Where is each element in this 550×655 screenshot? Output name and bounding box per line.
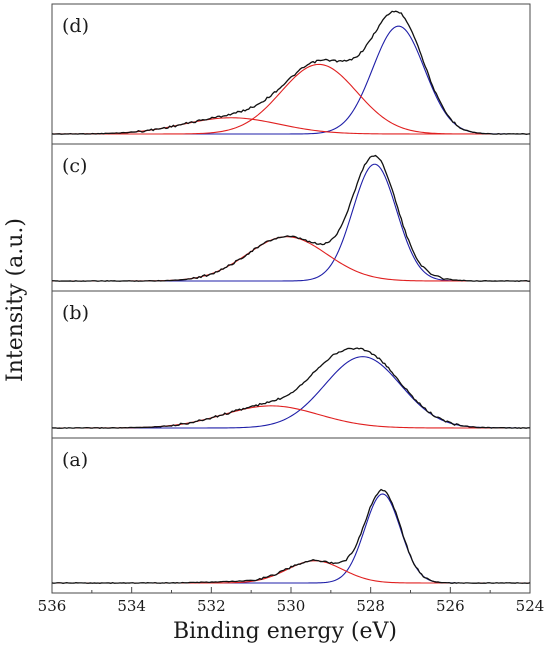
panel-label: (b) (62, 302, 89, 324)
y-axis-title: Intensity (a.u.) (3, 218, 28, 382)
fit-curve-fit_peak_1 (52, 493, 530, 584)
x-tick-label: 536 (38, 597, 67, 615)
x-tick-label: 532 (197, 597, 226, 615)
fit-curve-fit_peak_1 (52, 163, 530, 282)
panel-frame (51, 143, 531, 292)
x-tick-label: 526 (436, 597, 465, 615)
x-tick-label: 524 (516, 597, 545, 615)
panel-label: (c) (62, 155, 87, 177)
fit-curve-fit_peak_2 (52, 560, 530, 584)
x-tick-label: 534 (117, 597, 146, 615)
x-axis: 536 534 532 530 528 526 524 (38, 587, 545, 615)
x-tick-label: 530 (277, 597, 306, 615)
measured-spectrum (51, 488, 531, 584)
x-tick-label: 528 (356, 597, 385, 615)
panel-frame (51, 3, 531, 145)
fit-curve-fit_peak_1 (52, 25, 530, 135)
panel-a: (a) (51, 437, 531, 594)
panel-d: (d) (51, 3, 531, 145)
fit-curve-fit_peak_2 (52, 236, 530, 282)
panels-layer: (d) (c) (b) (a) (51, 3, 531, 594)
measured-spectrum (51, 10, 531, 135)
measured-spectrum (51, 154, 531, 282)
panel-label: (d) (62, 15, 89, 37)
fit-curve-fit_peak_2 (52, 63, 530, 135)
panel-c: (c) (51, 143, 531, 292)
panel-frame (51, 437, 531, 594)
panel-label: (a) (62, 449, 88, 471)
x-axis-title: Binding energy (eV) (173, 619, 397, 644)
measured-spectrum (51, 347, 531, 429)
panel-b: (b) (51, 290, 531, 439)
